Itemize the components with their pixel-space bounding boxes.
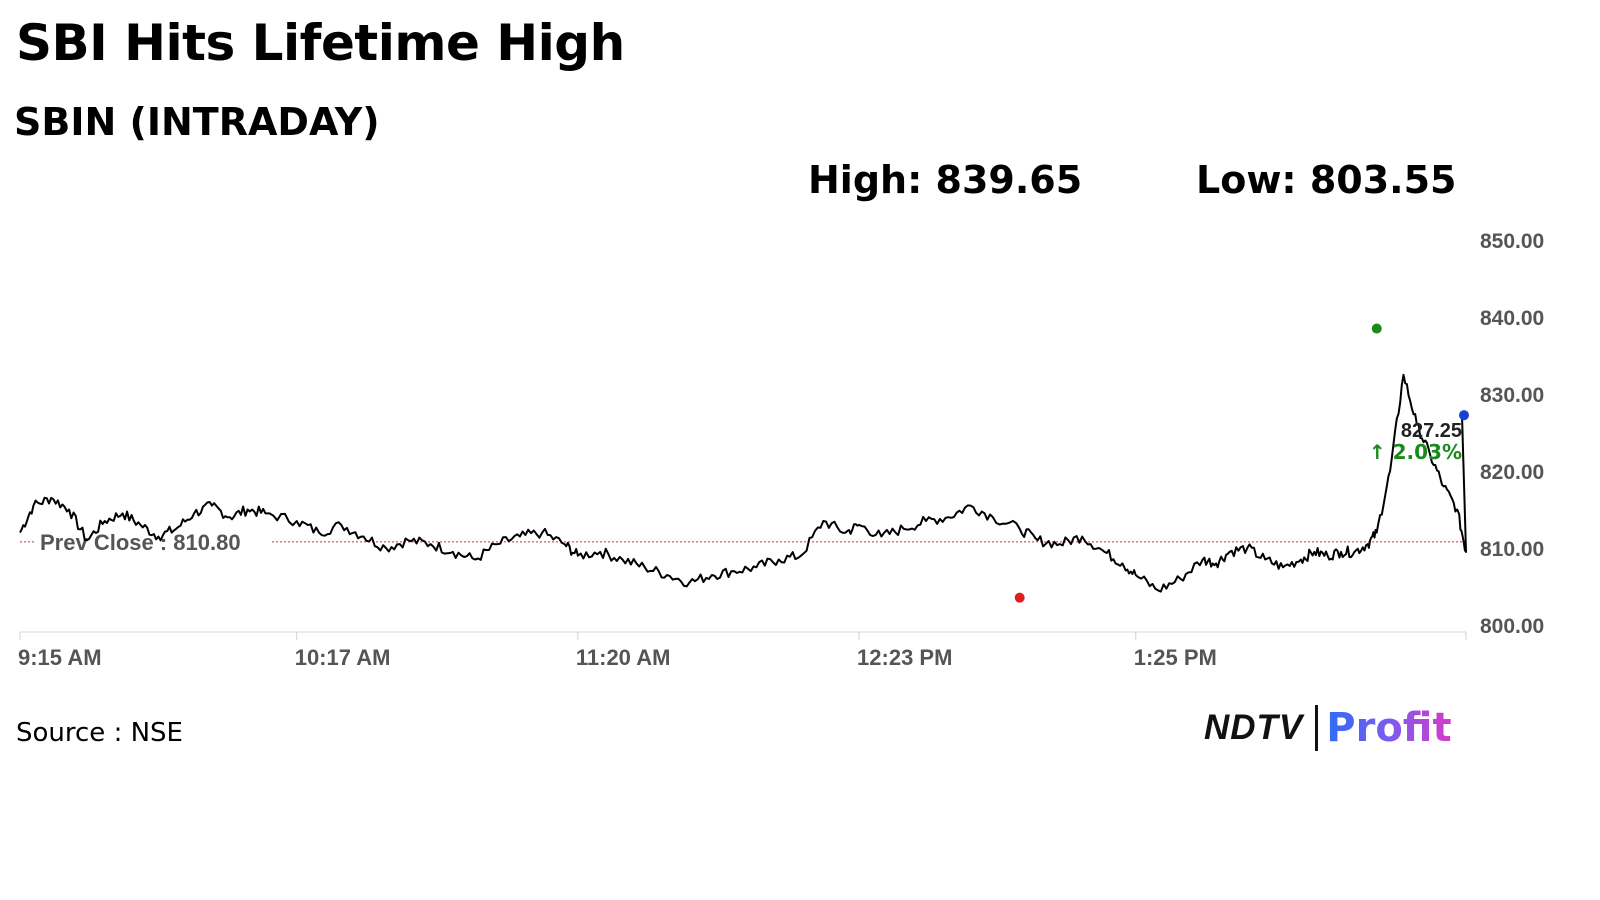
high-point-marker [1371,323,1382,334]
low-stat: Low: 803.55 [1196,158,1457,202]
change-percent-label: ↑ 2.03% [1369,440,1462,464]
logo-profit-text: Profit [1326,705,1452,751]
last-price-marker [1459,410,1469,421]
x-tick-label: 12:23 PM [857,645,952,670]
y-tick-label: 850.00 [1480,230,1544,253]
source-note: Source : NSE [16,718,183,748]
y-tick-label: 800.00 [1480,615,1544,638]
x-tick-label: 1:25 PM [1134,645,1217,670]
last-price-label: 827.25 [1401,420,1462,442]
price-line [19,373,1467,593]
high-stat: High: 839.65 [808,158,1083,202]
prev-close-label: Prev Close : 810.80 [40,530,241,555]
chart-subtitle: SBIN (INTRADAY) [14,100,380,144]
y-tick-label: 830.00 [1480,384,1544,407]
x-tick-label: 11:20 AM [576,645,671,670]
intraday-line-chart: 850.00 840.00 830.00 820.00 810.00 800.00 9:15… [18,230,1544,670]
x-tick-label: 10:17 AM [295,645,391,670]
ndtv-profit-logo: NDTV Profit [1204,702,1452,754]
y-tick-label: 840.00 [1480,307,1544,330]
y-tick-label: 810.00 [1480,538,1544,561]
logo-ndtv-text: NDTV [1204,708,1304,747]
low-point-marker [1014,592,1025,603]
prev-close-label-bg [34,525,270,554]
logo-divider [1315,705,1319,751]
x-tick-label: 9:15 AM [18,645,102,670]
y-tick-label: 820.00 [1480,461,1544,484]
chart-title: SBI Hits Lifetime High [16,14,625,72]
